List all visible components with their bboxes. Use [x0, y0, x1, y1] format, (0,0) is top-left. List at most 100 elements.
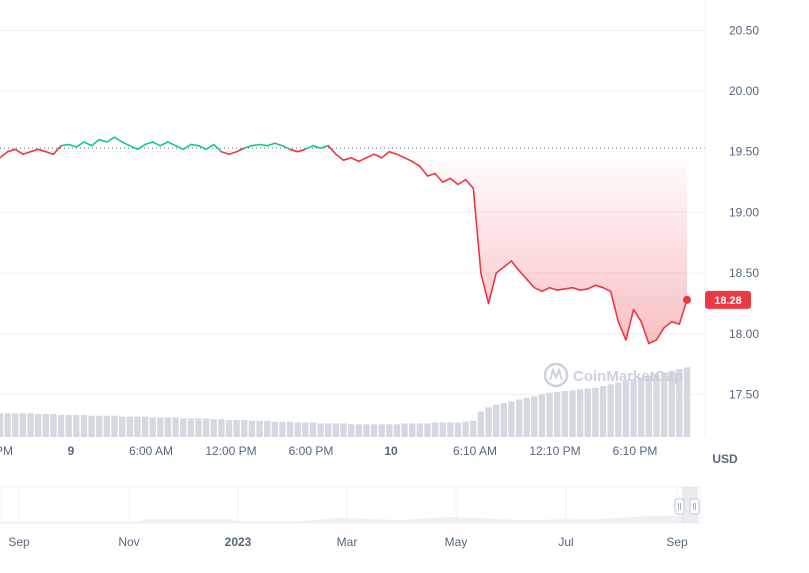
volume-bar: [439, 422, 446, 437]
price-segment-down: [556, 288, 566, 291]
price-segment-down: [594, 284, 604, 289]
volume-bar: [485, 407, 492, 437]
price-segment-up: [144, 141, 154, 146]
price-segment-up: [266, 142, 276, 147]
price-segment-down: [472, 187, 482, 274]
price-segment-down: [235, 147, 246, 153]
price-segment-down: [342, 157, 352, 161]
volume-bar: [668, 370, 675, 437]
volume-bar: [317, 423, 324, 437]
range-navigator[interactable]: Sep Nov 2023 Mar May Jul Sep: [0, 486, 701, 549]
price-segment-down: [586, 284, 597, 290]
price-segment-down: [396, 153, 406, 159]
price-segment-down: [502, 260, 513, 268]
volume-bar: [118, 416, 126, 437]
price-segment-up: [197, 144, 207, 151]
price-segment-down: [228, 150, 238, 155]
volume-bar: [676, 369, 683, 437]
current-price-dot[interactable]: [683, 295, 691, 304]
navigator-left-handle-grip[interactable]: [674, 498, 685, 515]
y-tick-label: 17.50: [729, 388, 759, 402]
navigator-left-handle[interactable]: [674, 498, 685, 515]
volume-bar: [88, 415, 95, 437]
volume-bar: [645, 375, 653, 437]
price-segment-up: [75, 141, 85, 148]
volume-bar: [378, 424, 385, 437]
x-tick-label: 12:10 PM: [529, 444, 580, 458]
volume-bar: [393, 424, 401, 437]
price-segment-down: [373, 153, 383, 159]
navigator-series-area: [0, 515, 683, 523]
price-segment-down: [37, 148, 47, 153]
volume-bar: [19, 413, 27, 437]
price-segment-up: [113, 136, 123, 143]
x-tick-label: 12:00 PM: [205, 444, 256, 458]
price-segment-up: [251, 143, 261, 147]
volume-bar: [592, 387, 599, 437]
volume-bar: [271, 421, 278, 437]
navigator-frame: [0, 486, 701, 524]
price-segment-down: [380, 150, 391, 159]
y-tick-label: 20.50: [729, 23, 759, 37]
navigator-ticks: Sep Nov 2023 Mar May Jul Sep: [8, 535, 688, 549]
volume-bar: [42, 414, 49, 437]
volume-bar: [515, 399, 523, 437]
volume-bar: [660, 372, 668, 437]
price-segment-down: [495, 266, 505, 274]
volume-bar: [149, 417, 156, 437]
price-segment-down: [457, 178, 467, 186]
price-segment-down: [327, 144, 337, 155]
coinmarketcap-logo-mark: [549, 367, 563, 381]
x-tick-label: 6:10 AM: [453, 444, 497, 458]
price-segment-up: [129, 144, 139, 151]
current-price-tag: 18.28: [705, 290, 751, 309]
price-segment-down: [418, 165, 429, 177]
volume-bar: [111, 415, 118, 437]
volume-bar: [309, 422, 317, 437]
current-price-tag-bg: [705, 290, 751, 309]
volume-bar: [256, 420, 263, 437]
volume-bar: [80, 414, 88, 437]
volume-bar: [599, 386, 607, 437]
price-segment-down: [403, 157, 414, 163]
price-segment-down: [579, 288, 589, 291]
volume-bar: [172, 417, 179, 437]
volume-bar: [4, 413, 11, 437]
price-segment-up: [106, 136, 116, 143]
price-segment-down: [525, 278, 536, 289]
volume-bar: [141, 416, 149, 437]
volume-bar: [225, 420, 233, 437]
price-segment-down: [548, 286, 559, 291]
price-segment-up: [258, 143, 269, 147]
price-segment-up: [273, 142, 284, 147]
volume-bar: [508, 401, 515, 437]
price-segment-down: [647, 339, 658, 345]
price-segment-up: [67, 143, 78, 148]
volume-bar: [638, 377, 645, 437]
volume-bar: [218, 419, 225, 437]
price-segment-down: [220, 150, 230, 155]
volume-bar: [416, 423, 424, 437]
currency-unit-label: USD: [712, 452, 738, 466]
volume-bar: [546, 392, 553, 437]
price-segment-up: [312, 144, 322, 149]
price-segment-down: [52, 144, 62, 155]
volume-bar: [454, 422, 462, 437]
price-segment-down: [0, 150, 9, 159]
price-segment-down: [29, 148, 40, 153]
price-segment-up: [212, 143, 223, 153]
price-segment-down: [296, 148, 307, 153]
navigator-right-handle[interactable]: [689, 498, 700, 515]
volume-bar: [157, 417, 164, 437]
volume-bar: [302, 422, 309, 437]
price-segment-down: [678, 298, 688, 325]
price-segment-down: [487, 272, 498, 305]
x-tick-label: 6:10 PM: [613, 444, 658, 458]
price-segment-down: [14, 148, 24, 155]
price-segment-up: [159, 141, 169, 147]
price-segment-down: [533, 286, 543, 293]
x-tick-label: 10: [384, 444, 398, 458]
navigator-right-handle-grip[interactable]: [689, 498, 700, 515]
